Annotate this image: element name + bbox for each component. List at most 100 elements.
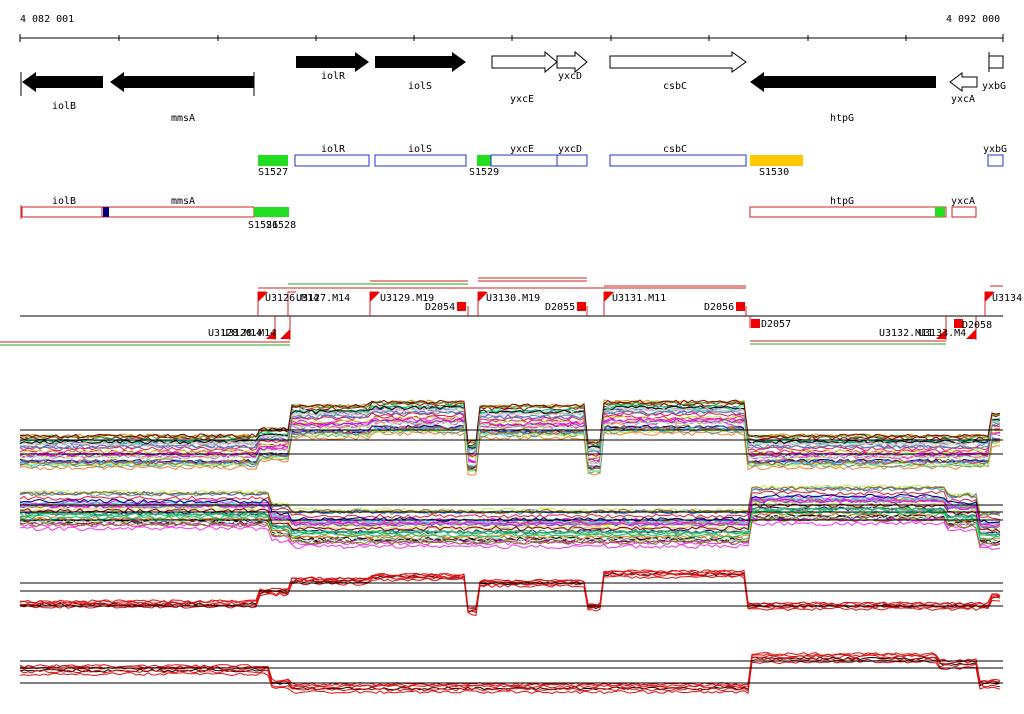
expression-trace [19,418,1001,464]
gene-label: yxcE [510,94,534,105]
expression-trace [19,490,1001,521]
deletion-mark [954,319,963,328]
gene-label: iolR [321,71,346,82]
feature-iolS[interactable] [374,154,467,167]
feature-mmsA[interactable] [101,206,255,218]
marker [103,207,109,217]
feature-yxcA[interactable] [951,206,977,218]
signal-label: S1527 [258,167,288,178]
feature-htpG[interactable] [749,206,947,218]
deletion-mark [577,302,586,311]
expression-trace [19,652,1001,687]
expression-trace [19,571,1001,613]
signal-label: S1530 [759,167,789,178]
gene-arrows-track: iolB mmsA iolR iolS yxcE yxcD csbC [20,50,1006,124]
expression-summary-plus-strand [19,569,1003,616]
expression-trace [19,405,1001,449]
signal-S1527[interactable] [258,155,288,166]
coord-end-label: 4 092 000 [946,14,1000,25]
marker [935,207,945,217]
segment-label: U3129.M19 [380,293,434,304]
gene-arrow-yxcE[interactable]: yxcE [491,50,558,105]
segment-label: D2056 [704,302,734,313]
gene-label: iolB [52,101,76,112]
expression-trace [19,401,1001,447]
feature-label: iolR [321,144,346,155]
feature-iolR[interactable] [294,154,370,167]
segment-label: U3133.M4 [918,328,966,339]
deletion-mark [457,302,466,311]
feature-label: yxcE [510,144,534,155]
segment-label: D2058 [962,320,992,331]
expression-trace [19,510,1001,541]
gene-arrow-yxbG[interactable]: yxbG [982,52,1006,92]
gene-label: mmsA [171,113,195,124]
signal-S1529[interactable] [477,155,491,166]
gene-arrow-iolB[interactable]: iolB [20,72,103,112]
expression-trace [19,415,1001,460]
gene-label: htpG [830,113,854,124]
feature-label: yxcD [558,144,582,155]
feature-label: mmsA [171,196,195,207]
coord-start-label: 4 082 001 [20,14,74,25]
expression-trace [19,569,1001,610]
feature-label: iolS [408,144,432,155]
feature-yxcD[interactable] [556,154,588,167]
segment-label: D2057 [761,319,791,330]
minus-strand-features: iolB mmsA S1526 S1528 htpG yxcA [20,196,977,231]
segment-label: U3128.M14 [222,328,276,339]
expression-trace [20,503,1001,533]
expression-trace [19,428,1001,474]
segments-track: U3126.M14 U3127.M14 U3129.M19 D2054 U313… [0,277,1022,346]
feature-yxbG[interactable] [987,154,1004,167]
expression-trace [19,516,1001,547]
signal-label: S1526 [248,220,278,231]
expression-trace [19,410,1001,456]
segment-label: U3130.M19 [486,293,540,304]
gene-arrow-htpG[interactable]: htpG [750,72,936,124]
plus-strand-features: S1527 iolR iolS S1529 yxcE yxcD csbC S15… [258,144,1007,178]
feature-label: csbC [663,144,687,155]
gene-label: iolS [408,81,432,92]
deletion-mark [751,319,760,328]
expression-trace [19,399,1001,445]
segment-label: U3131.M11 [612,293,666,304]
gene-arrow-iolS[interactable]: iolS [375,52,466,92]
gene-label: csbC [663,81,687,92]
expression-trace [19,484,1001,515]
segment-label: U3126.M14 [265,293,319,304]
expression-trace [19,425,1001,470]
feature-label: yxbG [983,144,1007,155]
gene-arrow-iolR[interactable]: iolR [296,52,369,82]
feature-yxcE[interactable] [490,154,558,167]
feature-label: htpG [830,196,854,207]
signal-label: S1529 [469,167,499,178]
signal-label: S1528 [266,220,296,231]
expression-trace [19,506,1001,537]
gene-arrow-yxcA[interactable]: yxcA [949,72,978,105]
feature-iolB[interactable] [21,206,103,218]
segment-label: U3128.M14 [208,328,262,339]
expression-trace [19,420,1001,466]
feature-csbC[interactable] [609,154,747,167]
deletion-mark [736,302,745,311]
gene-arrow-mmsA[interactable]: mmsA [110,72,255,124]
gene-arrow-yxcD[interactable]: yxcD [556,50,588,82]
expression-trace [19,407,1001,453]
segment-label: U3134 [992,293,1022,304]
expression-trace [19,520,1001,551]
expression-summary-minus-strand [19,652,1003,695]
expression-panel-plus-strand [19,399,1003,476]
expression-panel-minus-strand [19,484,1003,551]
segment-label: U3127.M14 [296,293,350,304]
expression-trace [19,572,1001,612]
signal-S1530[interactable] [750,155,803,166]
expression-trace [19,426,1001,472]
feature-label: yxcA [951,196,975,207]
feature-label: iolB [52,196,76,207]
segment-label: D2055 [545,302,575,313]
signal-S1528[interactable] [254,207,289,217]
gene-arrow-csbC[interactable]: csbC [609,51,747,92]
